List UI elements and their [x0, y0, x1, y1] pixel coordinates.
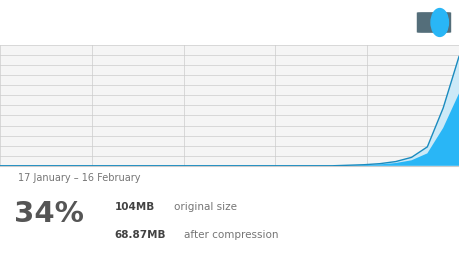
Text: Reduce data usage: Reduce data usage [44, 15, 177, 30]
Text: 34%: 34% [14, 200, 84, 228]
Text: after compression: after compression [184, 230, 278, 240]
Ellipse shape [431, 8, 448, 36]
Text: 68.87MB: 68.87MB [115, 230, 166, 240]
FancyBboxPatch shape [417, 12, 451, 33]
Text: original size: original size [174, 202, 237, 212]
Text: 17 January – 16 February: 17 January – 16 February [18, 173, 141, 183]
Text: 104MB: 104MB [115, 202, 155, 212]
Text: ←: ← [9, 13, 23, 32]
